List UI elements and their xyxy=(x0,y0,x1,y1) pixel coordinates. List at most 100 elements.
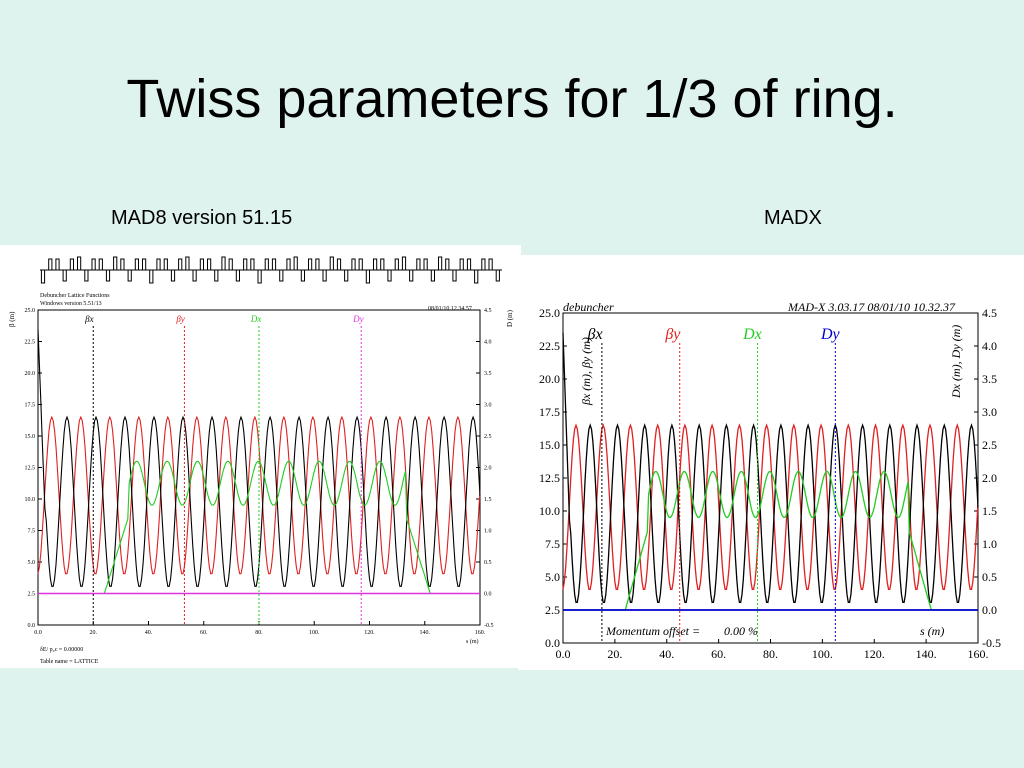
lattice-magnet xyxy=(98,258,103,271)
y2-tick-label: 3.0 xyxy=(484,403,492,409)
lattice-magnet xyxy=(430,269,435,282)
x-tick-label: 40. xyxy=(659,647,674,661)
lattice-magnet xyxy=(149,269,154,284)
lattice-magnet xyxy=(279,269,284,282)
y-tick-label: 10.0 xyxy=(539,504,560,518)
y2-tick-label: 3.5 xyxy=(484,371,492,377)
y-tick-label: 0.0 xyxy=(28,623,36,629)
lattice-magnet xyxy=(250,258,255,271)
y2-tick-label: 0.5 xyxy=(982,570,997,584)
lattice-magnet xyxy=(344,269,349,282)
y-tick-label: 7.5 xyxy=(545,537,560,551)
y-tick-label: 2.5 xyxy=(28,592,36,598)
lattice-magnet xyxy=(207,258,212,271)
chart-left-header: Debuncher Lattice Functions xyxy=(40,293,110,299)
chart-left-plot: 0.0 2.5 5.0 7.5 10.0 12.5 15.0 17.5 20.0 22.5 25.0… xyxy=(25,308,494,636)
chart-right-footer: Momentum offset = xyxy=(605,624,700,638)
x-tick-label: 0.0 xyxy=(556,647,571,661)
lattice-magnet xyxy=(192,269,197,282)
lattice-magnet xyxy=(264,258,269,271)
chart-left-y2label: D (m) xyxy=(506,309,514,327)
x-tick-label: 60. xyxy=(200,630,208,636)
chart-right-header: debuncher xyxy=(563,300,614,314)
lattice-magnet xyxy=(257,269,262,284)
legend-label: βx xyxy=(587,326,603,343)
lattice-magnet xyxy=(199,258,205,271)
chart-right-footer-value: 0.00 % xyxy=(724,624,758,638)
x-tick-label: 160. xyxy=(475,630,486,636)
y-tick-label: 25.0 xyxy=(539,306,560,320)
lattice-magnet xyxy=(308,258,313,271)
x-tick-label: 100. xyxy=(812,647,833,661)
y-tick-label: 12.5 xyxy=(25,466,36,472)
lattice-magnet xyxy=(235,269,241,282)
x-tick-label: 160. xyxy=(968,647,989,661)
y2-tick-label: 0.0 xyxy=(982,603,997,617)
legend-label: βy xyxy=(664,326,681,343)
lattice-magnet xyxy=(156,258,161,271)
y2-tick-label: 2.5 xyxy=(484,434,492,440)
y2-tick-label: 1.5 xyxy=(982,504,997,518)
x-tick-label: 100. xyxy=(309,630,320,636)
y-tick-label: 22.5 xyxy=(25,340,36,346)
y-tick-label: 17.5 xyxy=(539,405,560,419)
lattice-magnet xyxy=(62,269,67,282)
y2-tick-label: 2.5 xyxy=(982,438,997,452)
y-tick-label: 0.0 xyxy=(545,636,560,650)
lattice-magnet xyxy=(401,256,407,271)
y2-tick-label: 3.0 xyxy=(982,405,997,419)
lattice-magnet xyxy=(466,258,472,271)
lattice-magnet xyxy=(423,258,428,271)
lattice-magnet xyxy=(474,269,479,284)
y2-tick-label: 1.0 xyxy=(484,529,492,535)
chart-right-xlabel: s (m) xyxy=(920,624,944,638)
y-tick-label: 15.0 xyxy=(539,438,560,452)
y-tick-label: 22.5 xyxy=(539,339,560,353)
subtitle-mad8: MAD8 version 51.15 xyxy=(111,207,293,229)
lattice-magnet xyxy=(481,258,486,271)
x-tick-label: 140. xyxy=(420,630,431,636)
lattice-magnet xyxy=(488,258,493,271)
series-line-betax xyxy=(37,328,481,587)
x-tick-label: 60. xyxy=(711,647,726,661)
y2-tick-label: 3.5 xyxy=(982,372,997,386)
lattice-magnet xyxy=(358,258,363,271)
lattice-magnet xyxy=(351,258,356,271)
y2-tick-label: 4.0 xyxy=(484,340,492,346)
y-tick-label: 20.0 xyxy=(539,372,560,386)
lattice-magnet xyxy=(163,258,168,271)
lattice-magnet xyxy=(178,258,183,271)
lattice-magnet xyxy=(380,258,385,271)
lattice-magnet xyxy=(214,269,219,282)
legend-label: βx xyxy=(84,314,93,324)
chart-right-ylabel: βx (m), βy (m) xyxy=(579,337,593,406)
slide-title: Twiss parameters for 1/3 of ring. xyxy=(126,69,898,129)
x-tick-label: 140. xyxy=(916,647,937,661)
y-tick-label: 5.0 xyxy=(28,560,36,566)
x-tick-label: 0.0 xyxy=(34,630,42,636)
y2-tick-label: 2.0 xyxy=(982,471,997,485)
y-tick-label: 25.0 xyxy=(25,308,36,314)
series-line-betax xyxy=(562,332,979,604)
x-tick-label: 20. xyxy=(607,647,622,661)
lattice-magnet xyxy=(48,258,53,271)
lattice-magnet xyxy=(315,258,320,271)
x-tick-label: 120. xyxy=(864,647,885,661)
chart-right-date: MAD-X 3.03.17 08/01/10 10.32.37 xyxy=(787,300,956,314)
lattice-magnet xyxy=(113,256,118,271)
series-line-dx xyxy=(38,460,480,595)
lattice-magnet xyxy=(105,269,111,282)
chart-left-footer2: Table name = LATTICE xyxy=(40,659,99,665)
lattice-magnet xyxy=(452,269,457,282)
y2-tick-label: 0.0 xyxy=(484,592,492,598)
lattice-magnet xyxy=(127,269,132,282)
lattice-magnet xyxy=(495,269,500,282)
y-tick-label: 5.0 xyxy=(545,570,560,584)
y2-tick-label: 4.5 xyxy=(484,308,492,314)
subtitle-madx: MADX xyxy=(764,207,822,229)
lattice-magnet xyxy=(459,258,464,271)
y2-tick-label: 2.0 xyxy=(484,466,492,472)
legend-label: βy xyxy=(175,314,184,324)
lattice-magnet xyxy=(438,256,443,271)
lattice-magnet xyxy=(293,256,298,271)
